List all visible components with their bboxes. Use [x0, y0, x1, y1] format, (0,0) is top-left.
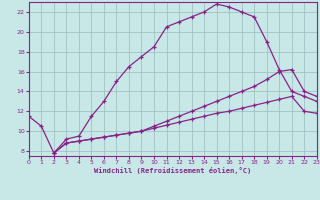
X-axis label: Windchill (Refroidissement éolien,°C): Windchill (Refroidissement éolien,°C) [94, 167, 252, 174]
